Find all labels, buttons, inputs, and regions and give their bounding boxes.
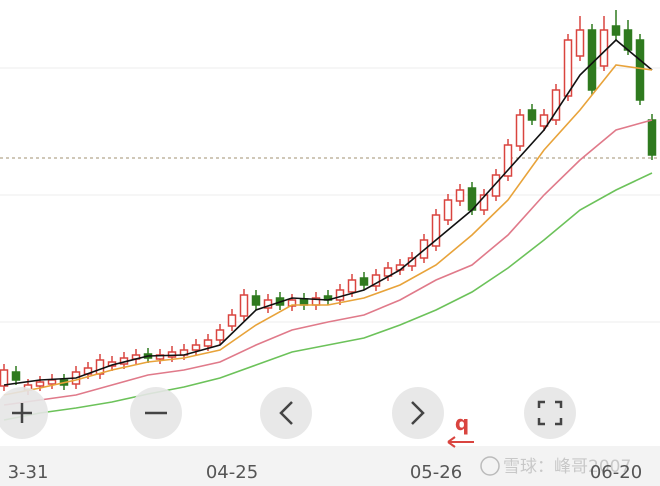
fullscreen-icon <box>537 400 563 426</box>
candle-body <box>611 25 621 36</box>
candle-body <box>599 29 609 67</box>
plus-icon <box>12 403 32 423</box>
candle-body <box>11 371 21 381</box>
moving-average-line <box>3 172 653 421</box>
candle-body <box>443 199 453 221</box>
watermark: 雪球：峰哥2007 <box>503 457 631 477</box>
candle-body <box>299 298 309 306</box>
candle-body <box>287 299 297 307</box>
candle-body <box>563 39 573 97</box>
candle-body <box>35 381 45 387</box>
date-bar <box>0 446 660 486</box>
x-tick-label: 04-25 <box>206 462 258 483</box>
candle-body <box>431 214 441 247</box>
moving-average-line <box>3 38 653 386</box>
plot-area <box>0 10 660 421</box>
candle-body <box>251 295 261 306</box>
annotation-arrow <box>447 436 474 448</box>
candle-body <box>227 314 237 327</box>
moving-average-line <box>3 119 653 406</box>
candle-body <box>347 279 357 293</box>
next-button[interactable] <box>392 387 444 439</box>
candle-body <box>215 329 225 341</box>
x-tick-label: 05-26 <box>410 462 462 483</box>
candle-body <box>647 119 657 156</box>
x-tick-label: 3-31 <box>8 462 49 483</box>
candle-body <box>635 39 645 101</box>
prev-button[interactable] <box>260 387 312 439</box>
candle-body <box>503 144 513 177</box>
candle-body <box>239 294 249 317</box>
candle-body <box>47 379 57 385</box>
candle-body <box>527 109 537 121</box>
zoom-in-button[interactable] <box>0 387 48 439</box>
candle-body <box>491 174 501 197</box>
button-bg[interactable] <box>392 387 444 439</box>
candle-body <box>539 114 549 127</box>
zoom-out-button[interactable] <box>130 387 182 439</box>
left-icon <box>279 401 293 425</box>
watermark-icon <box>480 456 500 476</box>
candle-body <box>335 289 345 301</box>
candle-body <box>0 369 9 387</box>
fullscreen-button[interactable] <box>524 387 576 439</box>
candle-body <box>455 189 465 202</box>
candle-body <box>191 344 201 351</box>
candle-body <box>479 194 489 211</box>
candle-body <box>515 114 525 147</box>
annotation: q <box>455 411 469 435</box>
candle-body <box>575 29 585 57</box>
button-bg[interactable] <box>524 387 576 439</box>
moving-average-line <box>3 64 653 396</box>
button-bg[interactable] <box>260 387 312 439</box>
right-icon <box>411 401 425 425</box>
candle-body <box>203 339 213 347</box>
x-tick-label: 06-20 <box>590 462 642 483</box>
candle-body <box>359 277 369 286</box>
